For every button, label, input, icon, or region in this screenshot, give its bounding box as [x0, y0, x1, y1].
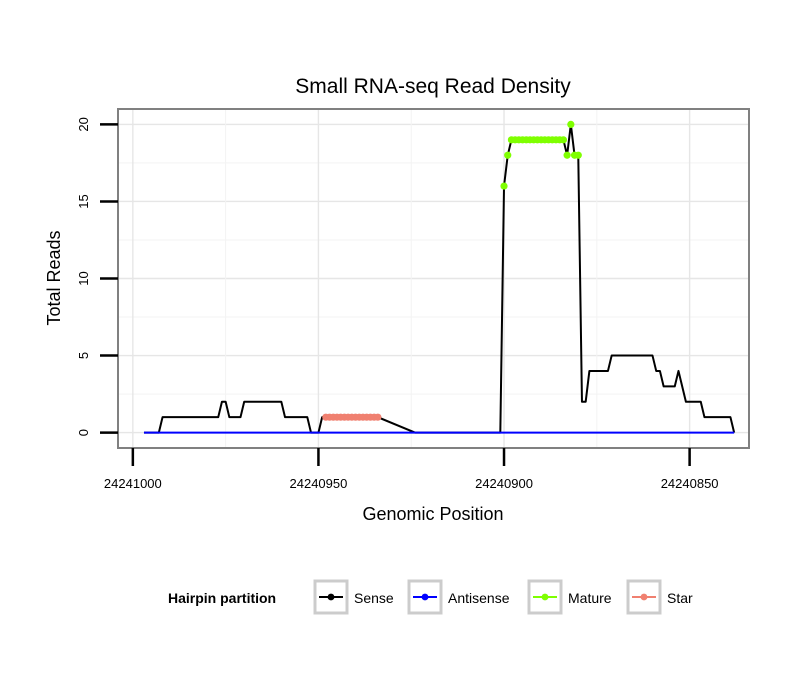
- y-axis: 0 5 10 15 20: [76, 117, 118, 436]
- x-axis-title: Genomic Position: [362, 504, 503, 524]
- legend-item-star: Star: [626, 579, 693, 615]
- legend-key-point: [541, 593, 549, 601]
- legend-item-mature: Mature: [527, 579, 612, 615]
- legend-key-point: [640, 593, 648, 601]
- data-point-mature: [567, 120, 575, 129]
- legend-label: Star: [667, 590, 693, 606]
- y-tick-label: 10: [76, 271, 91, 285]
- y-tick-label: 5: [76, 352, 91, 359]
- grid: [118, 109, 749, 448]
- data-point-star: [374, 413, 382, 421]
- legend-item-antisense: Antisense: [407, 579, 510, 615]
- y-tick-label: 15: [76, 194, 91, 208]
- data-point-mature: [500, 182, 508, 190]
- legend-label: Sense: [354, 590, 394, 606]
- legend: Hairpin partition Sense Antisense Mature St…: [168, 579, 693, 615]
- x-tick-label: 24241000: [104, 476, 162, 491]
- x-tick-label: 24240900: [475, 476, 533, 491]
- chart-title: Small RNA-seq Read Density: [295, 75, 571, 98]
- legend-item-sense: Sense: [313, 579, 394, 615]
- series-layer: [143, 120, 736, 434]
- data-point-mature: [563, 151, 571, 159]
- legend-label: Antisense: [448, 590, 510, 606]
- x-tick-label: 24240850: [661, 476, 719, 491]
- y-axis-title: Total Reads: [44, 230, 64, 325]
- data-point-mature: [504, 151, 512, 159]
- legend-title: Hairpin partition: [168, 590, 276, 606]
- x-axis: 24241000 24240950 24240900 24240850: [104, 448, 719, 491]
- x-tick-label: 24240950: [290, 476, 348, 491]
- legend-key-point: [421, 593, 429, 601]
- data-point-mature: [574, 151, 582, 159]
- data-point-mature: [559, 136, 568, 144]
- y-tick-label: 20: [76, 117, 91, 131]
- legend-key-point: [327, 593, 335, 601]
- y-tick-label: 0: [76, 429, 91, 436]
- legend-label: Mature: [568, 590, 612, 606]
